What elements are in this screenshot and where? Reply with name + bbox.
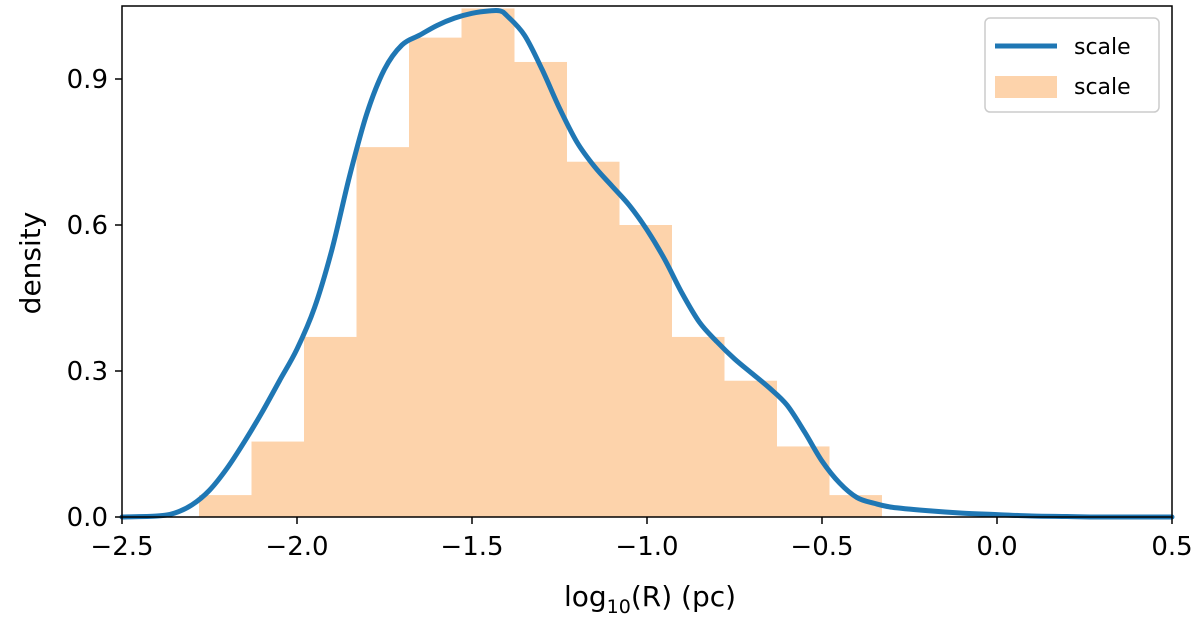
y-tick-label: 0.9: [67, 65, 108, 95]
histogram-bar-3: [356, 147, 410, 517]
histogram-bar-9: [671, 336, 725, 517]
legend-histogram-swatch: [995, 76, 1057, 98]
x-axis-title-rest: (R) (pc): [631, 580, 736, 613]
x-tick-label: 0.5: [1151, 532, 1192, 562]
x-tick-label: −2.5: [90, 532, 153, 562]
y-tick-label: 0.6: [67, 211, 108, 241]
histogram-bar-8: [619, 225, 672, 517]
x-tick-label: −0.5: [790, 532, 853, 562]
histogram-bar-2: [304, 336, 357, 517]
histogram-bar-10: [724, 380, 777, 517]
histogram-bar-7: [566, 161, 620, 517]
legend-kde-label: scale: [1074, 35, 1131, 60]
histogram-bar-4: [409, 37, 462, 518]
y-tick-label: 0.0: [67, 503, 108, 533]
legend: scale scale: [984, 17, 1160, 113]
histogram-bar-0: [199, 495, 252, 517]
histogram-bars: [199, 8, 882, 518]
x-tick-label: −2.0: [265, 532, 328, 562]
y-axis-ticks: 0.0 0.3 0.6 0.9: [67, 65, 122, 533]
histogram-bar-5: [461, 8, 515, 518]
y-tick-label: 0.3: [67, 357, 108, 387]
legend-histogram-label: scale: [1074, 75, 1131, 100]
histogram-bar-1: [251, 441, 305, 517]
x-axis-title: log10(R) (pc): [564, 580, 736, 618]
y-axis-title: density: [14, 212, 47, 315]
x-axis-title-main: log: [564, 580, 607, 613]
histogram-bar-6: [514, 61, 567, 517]
x-tick-label: −1.5: [440, 532, 503, 562]
x-axis-title-subscript: 10: [607, 596, 631, 618]
kde-line: [119, 7, 1175, 520]
x-tick-label: 0.0: [976, 532, 1017, 562]
x-axis-ticks: −2.5 −2.0 −1.5 −1.0 −0.5 0.0 0.5: [90, 517, 1193, 562]
x-tick-label: −1.0: [615, 532, 678, 562]
